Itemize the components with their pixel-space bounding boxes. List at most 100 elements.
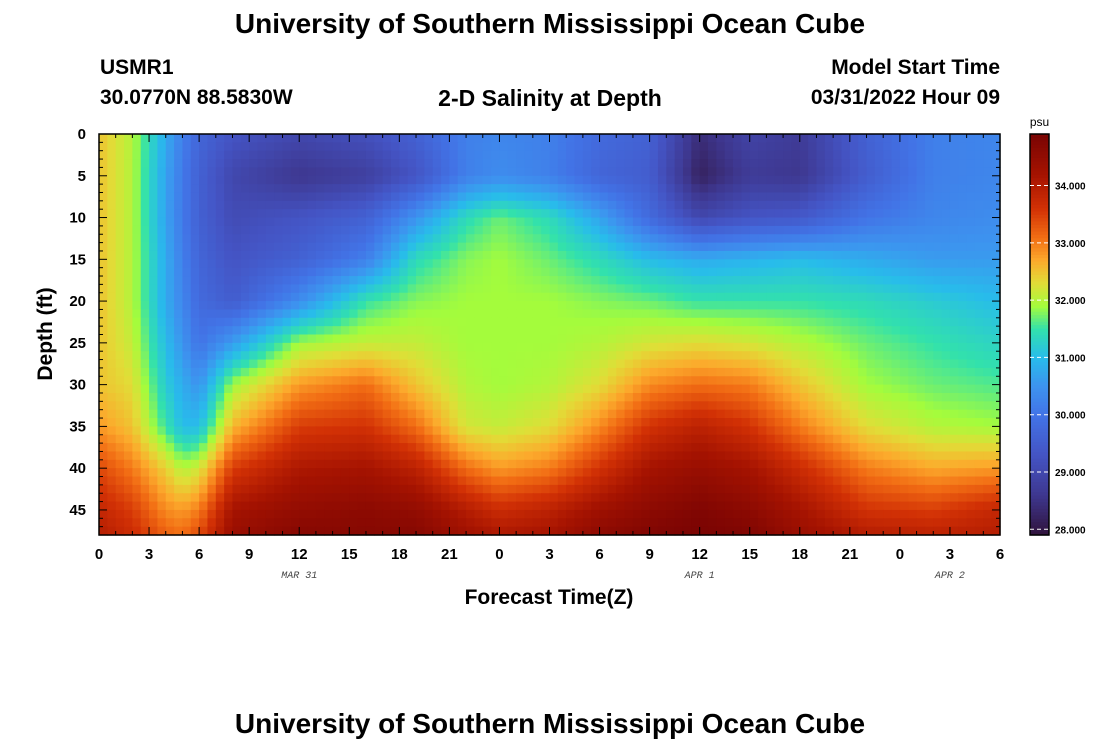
heatmap-cell — [657, 451, 667, 461]
heatmap-cell — [365, 267, 375, 277]
heatmap-cell — [149, 426, 158, 436]
heatmap-cell — [224, 468, 234, 478]
heatmap-cell — [749, 242, 759, 252]
heatmap-cell — [699, 443, 709, 453]
heatmap-cell — [324, 418, 334, 427]
heatmap-cell — [816, 359, 826, 369]
heatmap-cell — [791, 342, 801, 352]
heatmap-cell — [666, 259, 676, 269]
heatmap-cell — [649, 259, 659, 269]
heatmap-cell — [491, 409, 501, 419]
heatmap-cell — [599, 267, 609, 277]
heatmap-cell — [399, 509, 409, 519]
heatmap-cell — [708, 309, 717, 319]
heatmap-cell — [449, 200, 459, 210]
heatmap-cell — [140, 376, 150, 386]
heatmap-cell — [441, 359, 450, 369]
heatmap-cell — [908, 134, 918, 143]
heatmap-cell — [274, 401, 284, 411]
heatmap-cell — [874, 284, 884, 294]
heatmap-cell — [933, 192, 943, 202]
heatmap-cell — [107, 392, 117, 402]
heatmap-cell — [983, 451, 993, 461]
heatmap-cell — [933, 443, 943, 453]
heatmap-cell — [532, 142, 542, 152]
heatmap-cell — [624, 493, 634, 503]
heatmap-cell — [991, 250, 1001, 260]
heatmap-cell — [390, 334, 400, 344]
heatmap-cell — [841, 309, 851, 319]
heatmap-cell — [299, 443, 309, 453]
heatmap-cell — [724, 225, 734, 235]
heatmap-cell — [516, 167, 526, 177]
heatmap-cell — [949, 250, 959, 260]
heatmap-cell — [207, 150, 217, 160]
heatmap-cell — [824, 167, 834, 177]
heatmap-cell — [783, 134, 793, 143]
heatmap-cell — [224, 426, 234, 436]
heatmap-cell — [249, 301, 259, 311]
heatmap-cell — [657, 401, 667, 411]
heatmap-cell — [582, 434, 592, 444]
heatmap-cell — [632, 284, 642, 294]
heatmap-cell — [924, 426, 934, 436]
heatmap-cell — [983, 309, 993, 319]
heatmap-cell — [974, 384, 984, 394]
heatmap-cell — [407, 200, 417, 210]
heatmap-cell — [632, 326, 642, 336]
heatmap-cell — [991, 509, 1001, 519]
heatmap-cell — [424, 401, 434, 411]
heatmap-cell — [591, 200, 601, 210]
heatmap-cell — [299, 259, 309, 269]
heatmap-cell — [149, 317, 158, 327]
heatmap-cell — [883, 309, 893, 319]
heatmap-cell — [399, 326, 409, 336]
heatmap-cell — [407, 434, 417, 444]
heatmap-cell — [816, 234, 826, 244]
heatmap-cell — [908, 192, 918, 202]
heatmap-cell — [641, 401, 651, 411]
heatmap-cell — [924, 359, 934, 369]
heatmap-cell — [933, 242, 943, 252]
heatmap-cell — [215, 217, 225, 227]
heatmap-cell — [257, 426, 267, 436]
heatmap-cell — [841, 359, 851, 369]
heatmap-cell — [874, 484, 884, 494]
heatmap-cell — [991, 493, 1001, 503]
heatmap-cell — [374, 392, 384, 402]
heatmap-cell — [507, 259, 517, 269]
heatmap-cell — [115, 451, 125, 461]
heatmap-cell — [432, 175, 442, 185]
heatmap-cell — [282, 200, 292, 210]
heatmap-cell — [741, 200, 751, 210]
heatmap-cell — [99, 192, 108, 202]
heatmap-cell — [766, 501, 776, 511]
heatmap-cell — [441, 409, 450, 419]
heatmap-cell — [824, 484, 834, 494]
heatmap-cell — [424, 200, 434, 210]
heatmap-cell — [657, 493, 667, 503]
heatmap-cell — [257, 259, 267, 269]
heatmap-cell — [290, 493, 300, 503]
heatmap-cell — [841, 342, 851, 352]
heatmap-cell — [332, 175, 342, 185]
heatmap-cell — [791, 309, 801, 319]
heatmap-cell — [641, 418, 651, 427]
heatmap-cell — [666, 384, 676, 394]
heatmap-cell — [616, 209, 626, 219]
heatmap-cell — [215, 209, 225, 219]
heatmap-cell — [983, 418, 993, 427]
heatmap-cell — [749, 200, 759, 210]
heatmap-cell — [232, 451, 242, 461]
heatmap-cell — [908, 225, 918, 235]
heatmap-cell — [457, 192, 467, 202]
heatmap-cell — [507, 175, 517, 185]
heatmap-cell — [941, 175, 951, 185]
heatmap-cell — [974, 225, 984, 235]
heatmap-cell — [916, 509, 926, 519]
heatmap-cell — [891, 326, 901, 336]
heatmap-cell — [224, 384, 234, 394]
heatmap-cell — [682, 401, 692, 411]
heatmap-cell — [874, 301, 884, 311]
heatmap-cell — [424, 376, 434, 386]
